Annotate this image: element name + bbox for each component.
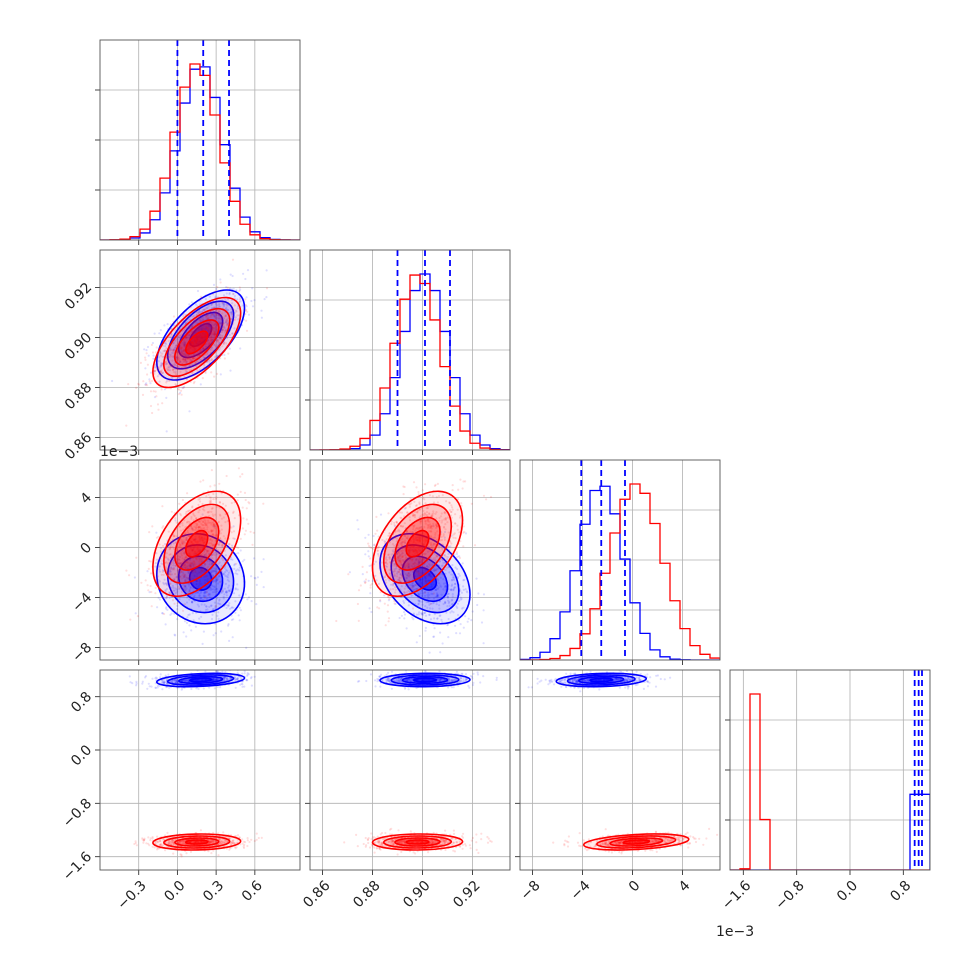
panel-frame: [99, 459, 301, 661]
panel-3-2: −8 −4 0 4 1e−3: [515, 669, 754, 940]
x-tick-label: 0.90: [400, 878, 433, 911]
panel-frame: [729, 669, 931, 871]
x-tick-label: −0.3: [114, 878, 149, 913]
x-tick-label: 0.8: [887, 878, 914, 905]
panel-frame: [309, 669, 511, 871]
x-tick-label: 0.86: [300, 878, 333, 911]
panel-1-0: 0.86 0.88 0.90 0.92: [62, 249, 301, 463]
histogram-series-1: [310, 274, 510, 450]
panel-frame: [519, 459, 721, 661]
x-tick-label: −1.6: [719, 878, 754, 913]
x-tick-label: 0.6: [239, 878, 266, 905]
y-tick-label: −4: [69, 590, 95, 616]
x-tick-label: 0.0: [834, 878, 861, 905]
histogram-series-1: [100, 63, 300, 240]
contour-series-1: [405, 839, 430, 845]
contour-series-1: [405, 529, 430, 558]
y-tick-label: 0.0: [68, 742, 95, 769]
panel-3-1: 0.86 0.88 0.90 0.92: [300, 669, 511, 911]
contour-series-1: [622, 839, 651, 845]
histogram-series-1: [520, 483, 720, 660]
x-tick-label: −0.8: [772, 878, 807, 913]
x-tick-label: 0.0: [161, 878, 188, 905]
panel-1-1: [305, 249, 511, 455]
x-tick-label: 0.92: [450, 878, 483, 911]
y-tick-label: 0.88: [62, 380, 95, 413]
y-tick-label: −0.8: [60, 796, 95, 831]
panel-frame: [309, 459, 511, 661]
histogram-series-0: [100, 66, 300, 240]
panel-2-0: −8 −4 0 4 1e−3: [69, 444, 301, 666]
x-tick-label: −8: [518, 878, 544, 904]
x-tick-label: 0: [626, 878, 644, 896]
y-tick-label: 0.86: [62, 430, 95, 463]
panel-0-0: [95, 39, 301, 245]
panel-2-2: [515, 459, 721, 665]
y-tick-label: 0.8: [68, 689, 95, 716]
contour-series-1: [185, 529, 209, 558]
contour-series-1: [185, 839, 209, 845]
x-tick-label: 0.3: [200, 878, 227, 905]
histogram-series-0: [730, 793, 930, 870]
panel-frame: [99, 39, 301, 241]
panel-frame: [99, 669, 301, 871]
panel-frame: [519, 669, 721, 871]
histogram-series-1: [730, 693, 930, 870]
y-tick-label: −8: [69, 640, 95, 666]
y-tick-label: −1.6: [60, 849, 95, 884]
panel-3-3: −1.6 −0.8 0.0 0.8: [719, 669, 931, 913]
x-tick-label: −4: [568, 878, 594, 904]
y-tick-label: 4: [78, 490, 96, 508]
panel-frame: [99, 249, 301, 451]
x-offset-label: 1e−3: [716, 924, 754, 940]
panel-3-0: −1.6 −0.8 0.0 0.8 −0.3 0.0 0.3 0.6: [60, 669, 301, 913]
y-tick-label: 0.90: [62, 330, 95, 363]
y-tick-label: 0: [78, 540, 96, 558]
contour-series-0: [589, 677, 614, 683]
y-tick-label: 0.92: [62, 280, 95, 313]
x-tick-label: 4: [676, 878, 694, 896]
contour-series-1: [185, 330, 209, 355]
y-offset-label: 1e−3: [100, 444, 138, 460]
x-tick-label: 0.88: [350, 878, 383, 911]
contour-series-0: [412, 566, 438, 591]
scatter-series-1: [125, 258, 269, 427]
contour-series-0: [188, 677, 213, 683]
contour-series-0: [412, 677, 438, 683]
panel-2-1: [305, 459, 511, 665]
panel-frame: [309, 249, 511, 451]
